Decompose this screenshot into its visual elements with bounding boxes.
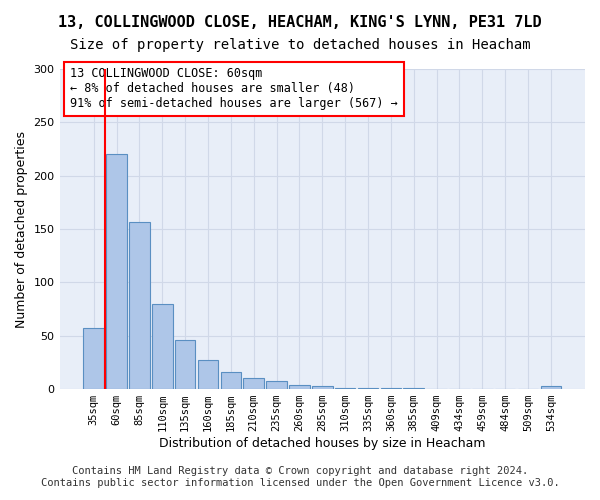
Bar bbox=[541, 386, 561, 389]
Bar bbox=[175, 340, 196, 389]
Bar bbox=[198, 360, 218, 389]
Bar bbox=[106, 154, 127, 389]
Text: Size of property relative to detached houses in Heacham: Size of property relative to detached ho… bbox=[70, 38, 530, 52]
Text: Contains HM Land Registry data © Crown copyright and database right 2024.
Contai: Contains HM Land Registry data © Crown c… bbox=[41, 466, 559, 487]
Bar bbox=[335, 388, 355, 389]
Bar bbox=[129, 222, 150, 389]
Bar bbox=[221, 372, 241, 389]
Bar bbox=[289, 385, 310, 389]
Bar bbox=[403, 388, 424, 389]
Y-axis label: Number of detached properties: Number of detached properties bbox=[15, 130, 28, 328]
Bar bbox=[380, 388, 401, 389]
Bar bbox=[266, 380, 287, 389]
Bar bbox=[83, 328, 104, 389]
Text: 13, COLLINGWOOD CLOSE, HEACHAM, KING'S LYNN, PE31 7LD: 13, COLLINGWOOD CLOSE, HEACHAM, KING'S L… bbox=[58, 15, 542, 30]
X-axis label: Distribution of detached houses by size in Heacham: Distribution of detached houses by size … bbox=[159, 437, 485, 450]
Bar bbox=[358, 388, 378, 389]
Bar bbox=[244, 378, 264, 389]
Bar bbox=[312, 386, 332, 389]
Text: 13 COLLINGWOOD CLOSE: 60sqm
← 8% of detached houses are smaller (48)
91% of semi: 13 COLLINGWOOD CLOSE: 60sqm ← 8% of deta… bbox=[70, 68, 398, 110]
Bar bbox=[152, 304, 173, 389]
